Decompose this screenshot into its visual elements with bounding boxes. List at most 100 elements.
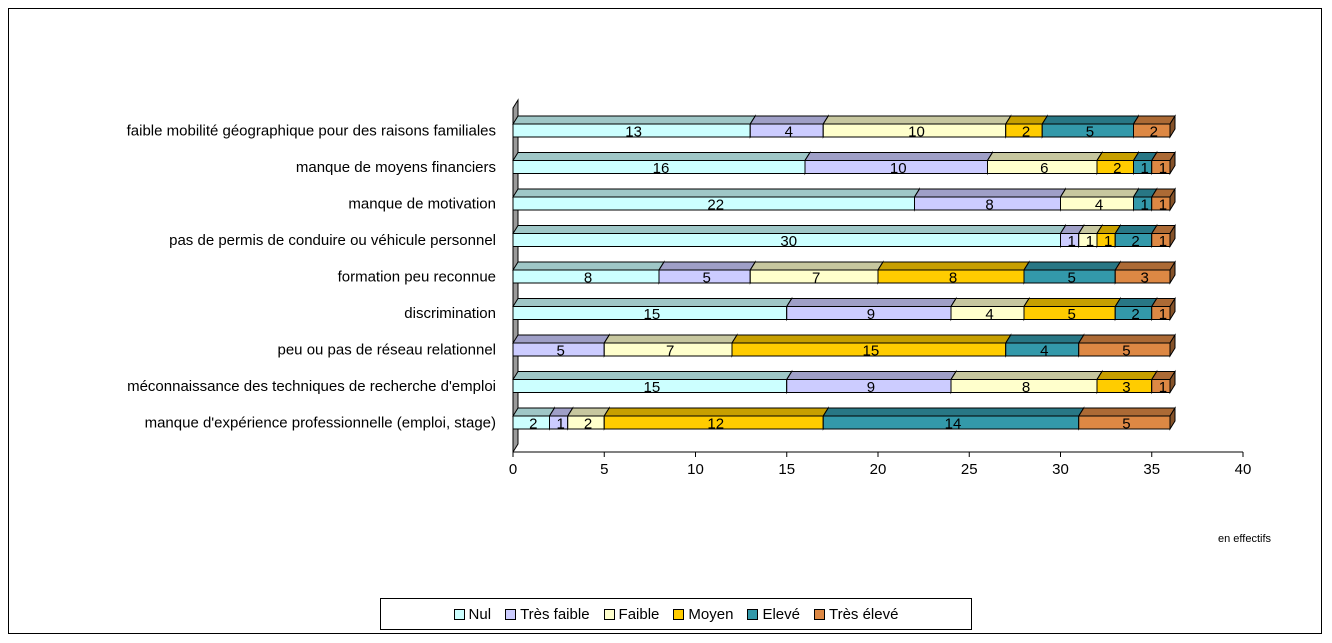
category-label: pas de permis de conduire ou véhicule pe… bbox=[169, 232, 496, 249]
data-label: 8 bbox=[949, 270, 957, 287]
data-label: 15 bbox=[644, 379, 661, 396]
data-label: 8 bbox=[985, 197, 993, 214]
data-label: 7 bbox=[666, 343, 674, 360]
data-label: 4 bbox=[785, 124, 793, 141]
data-label: 1 bbox=[1067, 233, 1075, 250]
category-label: faible mobilité géographique pour des ra… bbox=[127, 123, 496, 140]
data-label: 1 bbox=[1159, 306, 1167, 323]
x-tick-label: 5 bbox=[600, 461, 608, 478]
legend-item: Très élevé bbox=[813, 605, 899, 623]
legend-swatch bbox=[673, 608, 685, 620]
data-label: 5 bbox=[556, 343, 564, 360]
category-label: manque d'expérience professionnelle (emp… bbox=[145, 415, 496, 432]
data-label: 2 bbox=[1131, 306, 1139, 323]
x-tick-label: 10 bbox=[687, 461, 704, 478]
bar-segment-side bbox=[1169, 223, 1176, 249]
data-label: 3 bbox=[1122, 379, 1130, 396]
legend-item: Nul bbox=[453, 605, 492, 623]
legend-swatch bbox=[747, 608, 759, 620]
data-label: 10 bbox=[908, 124, 925, 141]
bar-segment-side bbox=[1169, 150, 1176, 176]
data-label: 15 bbox=[863, 343, 880, 360]
unit-label: en effectifs bbox=[1218, 533, 1271, 545]
legend-swatch bbox=[813, 608, 825, 620]
x-tick-label: 15 bbox=[778, 461, 795, 478]
data-label: 4 bbox=[1095, 197, 1103, 214]
data-label: 2 bbox=[1150, 124, 1158, 141]
data-label: 3 bbox=[1140, 270, 1148, 287]
bar-segment-side bbox=[1169, 333, 1176, 358]
data-label: 1 bbox=[556, 416, 564, 433]
data-label: 22 bbox=[707, 197, 724, 214]
category-label: peu ou pas de réseau relationnel bbox=[278, 342, 497, 359]
data-label: 9 bbox=[867, 379, 875, 396]
data-label: 8 bbox=[584, 270, 592, 287]
data-label: 8 bbox=[1022, 379, 1030, 396]
data-label: 2 bbox=[584, 416, 592, 433]
legend-swatch bbox=[453, 608, 465, 620]
data-label: 1 bbox=[1086, 233, 1094, 250]
bar-segment-side bbox=[1169, 260, 1176, 285]
legend-label: Faible bbox=[618, 605, 660, 623]
legend-item: Moyen bbox=[673, 606, 733, 623]
data-label: 10 bbox=[890, 160, 907, 177]
data-label: 12 bbox=[707, 416, 724, 433]
data-label: 15 bbox=[644, 306, 661, 323]
category-label: manque de motivation bbox=[348, 196, 496, 213]
legend-label: Elevé bbox=[762, 605, 800, 623]
bar-segment-side bbox=[1169, 296, 1176, 322]
x-tick-label: 0 bbox=[509, 461, 517, 478]
bar-segment-side bbox=[1169, 187, 1176, 212]
data-label: 4 bbox=[985, 306, 993, 323]
data-label: 5 bbox=[1086, 124, 1094, 141]
legend-swatch bbox=[603, 608, 615, 620]
data-label: 1 bbox=[1159, 379, 1167, 396]
data-label: 5 bbox=[702, 270, 710, 287]
category-label: discrimination bbox=[404, 305, 496, 322]
data-label: 9 bbox=[867, 306, 875, 323]
legend-swatch bbox=[505, 608, 517, 620]
x-tick-label: 35 bbox=[1143, 461, 1160, 478]
legend-label: Nul bbox=[468, 605, 492, 623]
bar-segment-side bbox=[1169, 369, 1176, 395]
legend-item: Très faible bbox=[505, 605, 590, 623]
data-label: 1 bbox=[1159, 160, 1167, 177]
data-label: 1 bbox=[1140, 160, 1148, 177]
legend-label: Moyen bbox=[688, 605, 734, 623]
category-label: formation peu reconnue bbox=[338, 269, 496, 286]
data-label: 1 bbox=[1159, 197, 1167, 214]
data-label: 5 bbox=[1122, 416, 1130, 433]
data-label: 1 bbox=[1104, 233, 1112, 250]
x-tick-label: 40 bbox=[1235, 461, 1252, 478]
legend-item: Elevé bbox=[747, 606, 800, 623]
data-label: 1 bbox=[1159, 233, 1167, 250]
chart-frame bbox=[8, 8, 1322, 634]
x-tick-label: 25 bbox=[961, 461, 978, 478]
data-label: 14 bbox=[945, 416, 962, 433]
data-label: 16 bbox=[653, 160, 670, 177]
data-label: 6 bbox=[1040, 160, 1048, 177]
legend-label: Très faible bbox=[520, 605, 590, 623]
data-label: 2 bbox=[529, 416, 537, 433]
bar-segment-side bbox=[1169, 114, 1176, 139]
data-label: 13 bbox=[625, 124, 642, 141]
legend-item: Faible bbox=[603, 605, 660, 623]
data-label: 30 bbox=[780, 233, 797, 250]
bar-segment-side bbox=[1169, 406, 1176, 431]
data-label: 5 bbox=[1122, 343, 1130, 360]
data-label: 5 bbox=[1067, 270, 1075, 287]
x-tick-label: 30 bbox=[1052, 461, 1069, 478]
legend-label: Très élevé bbox=[828, 605, 899, 623]
data-label: 1 bbox=[1140, 197, 1148, 214]
category-label: manque de moyens financiers bbox=[296, 159, 496, 176]
data-label: 2 bbox=[1131, 233, 1139, 250]
data-label: 5 bbox=[1067, 306, 1075, 323]
category-label: méconnaissance des techniques de recherc… bbox=[127, 378, 496, 395]
x-tick-label: 20 bbox=[870, 461, 887, 478]
data-label: 7 bbox=[812, 270, 820, 287]
data-label: 2 bbox=[1022, 124, 1030, 141]
legend: Nul Très faible Faible Moyen Elevé Très élevé bbox=[380, 598, 972, 630]
data-label: 2 bbox=[1113, 160, 1121, 177]
data-label: 4 bbox=[1040, 343, 1048, 360]
